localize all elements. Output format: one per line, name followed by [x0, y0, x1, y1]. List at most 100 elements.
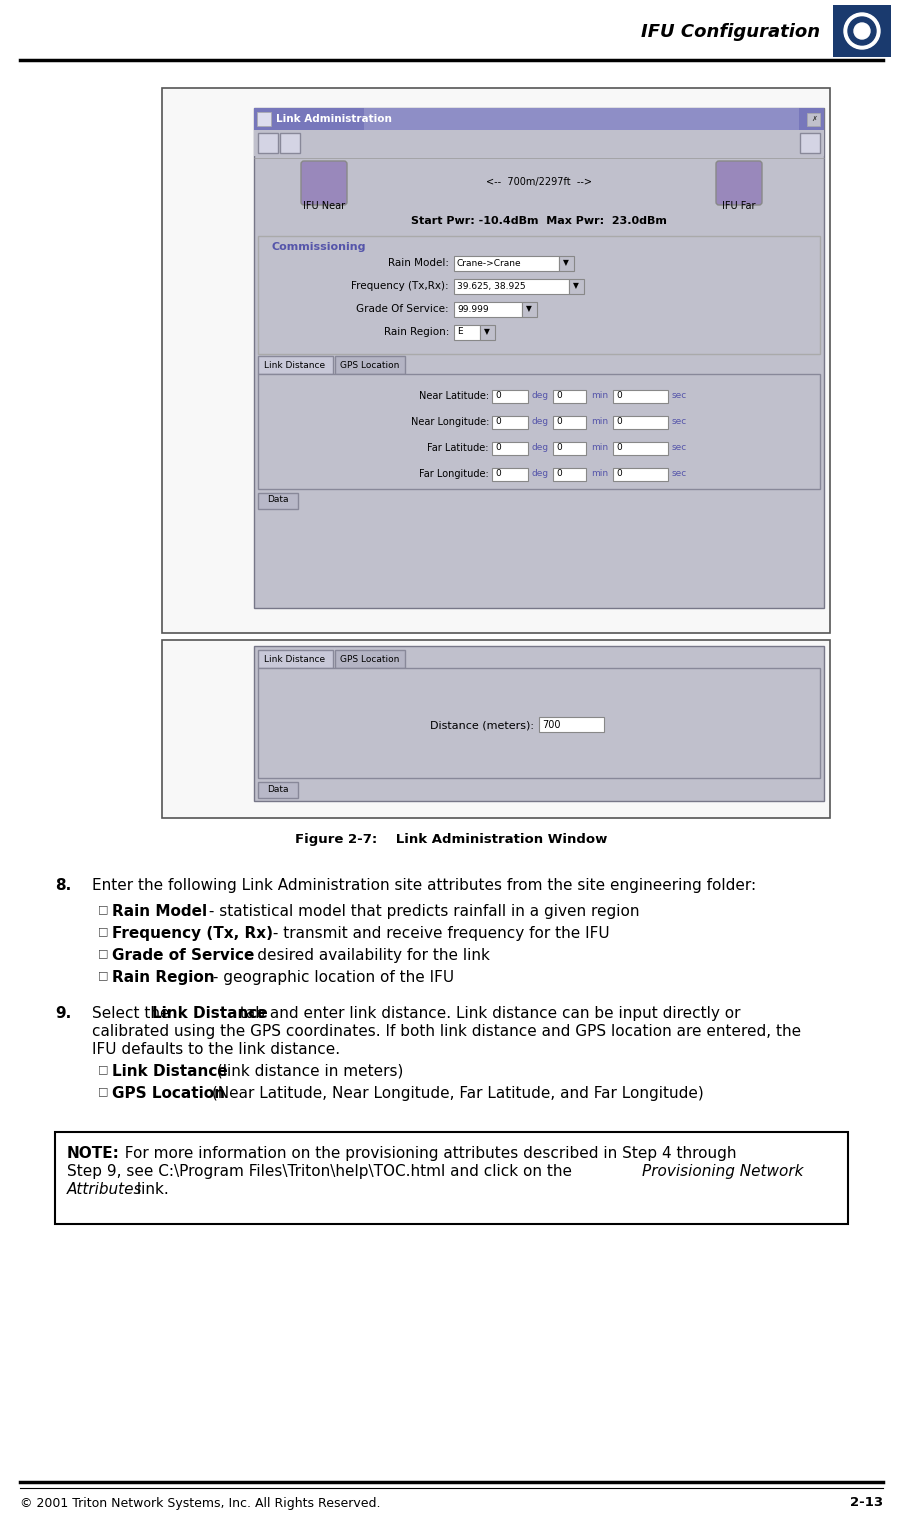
- Text: sec: sec: [671, 444, 686, 452]
- Text: min: min: [590, 417, 607, 426]
- Text: 0: 0: [615, 470, 621, 479]
- FancyBboxPatch shape: [258, 669, 819, 778]
- FancyBboxPatch shape: [454, 324, 480, 340]
- Text: □: □: [98, 926, 108, 935]
- Text: □: □: [98, 1085, 108, 1096]
- FancyBboxPatch shape: [612, 415, 667, 429]
- FancyBboxPatch shape: [538, 717, 603, 732]
- Text: Far Longitude:: Far Longitude:: [419, 468, 489, 479]
- FancyBboxPatch shape: [454, 256, 558, 271]
- FancyBboxPatch shape: [253, 108, 824, 608]
- Text: Grade of Service: Grade of Service: [112, 948, 254, 963]
- FancyBboxPatch shape: [492, 468, 528, 481]
- Text: deg: deg: [531, 444, 548, 452]
- Text: Rain Region:: Rain Region:: [383, 327, 448, 337]
- FancyBboxPatch shape: [454, 279, 568, 294]
- Text: ▼: ▼: [563, 259, 568, 267]
- Text: Figure 2-7:    Link Administration Window: Figure 2-7: Link Administration Window: [294, 834, 606, 846]
- Text: Far Latitude:: Far Latitude:: [427, 443, 489, 453]
- Text: 0: 0: [615, 391, 621, 400]
- FancyBboxPatch shape: [280, 133, 299, 153]
- Text: 700: 700: [541, 720, 560, 731]
- Text: deg: deg: [531, 417, 548, 426]
- FancyBboxPatch shape: [454, 302, 521, 317]
- Text: Commissioning: Commissioning: [272, 243, 366, 252]
- FancyBboxPatch shape: [258, 782, 298, 797]
- Text: - geographic location of the IFU: - geographic location of the IFU: [207, 970, 454, 985]
- FancyBboxPatch shape: [799, 133, 819, 153]
- Text: sec: sec: [671, 417, 686, 426]
- FancyBboxPatch shape: [335, 650, 405, 669]
- FancyBboxPatch shape: [612, 468, 667, 481]
- Text: sec: sec: [671, 470, 686, 479]
- Text: 0: 0: [494, 470, 501, 479]
- FancyBboxPatch shape: [568, 279, 584, 294]
- FancyBboxPatch shape: [300, 161, 346, 205]
- Text: Select the: Select the: [92, 1007, 174, 1020]
- Circle shape: [853, 23, 869, 39]
- Text: ▼: ▼: [483, 327, 490, 337]
- FancyBboxPatch shape: [161, 88, 829, 634]
- Circle shape: [843, 14, 879, 49]
- Text: deg: deg: [531, 391, 548, 400]
- FancyBboxPatch shape: [558, 256, 574, 271]
- FancyBboxPatch shape: [253, 108, 824, 130]
- Text: Near Latitude:: Near Latitude:: [419, 391, 489, 402]
- Text: 0: 0: [556, 470, 561, 479]
- Text: GPS Location: GPS Location: [112, 1085, 225, 1101]
- Text: min: min: [590, 444, 607, 452]
- FancyBboxPatch shape: [335, 356, 405, 374]
- FancyBboxPatch shape: [161, 640, 829, 819]
- FancyBboxPatch shape: [612, 443, 667, 455]
- Text: 8.: 8.: [55, 878, 71, 893]
- FancyBboxPatch shape: [552, 468, 585, 481]
- Text: GPS Location: GPS Location: [340, 361, 400, 370]
- Text: deg: deg: [531, 470, 548, 479]
- FancyBboxPatch shape: [552, 390, 585, 403]
- FancyBboxPatch shape: [715, 161, 761, 205]
- Text: 39.625, 38.925: 39.625, 38.925: [456, 282, 525, 291]
- FancyBboxPatch shape: [258, 493, 298, 509]
- Text: 9.: 9.: [55, 1007, 71, 1020]
- FancyBboxPatch shape: [258, 374, 819, 490]
- Text: sec: sec: [671, 391, 686, 400]
- Text: 0: 0: [494, 391, 501, 400]
- FancyBboxPatch shape: [832, 5, 890, 58]
- Text: E: E: [456, 327, 462, 337]
- Circle shape: [847, 17, 875, 45]
- FancyBboxPatch shape: [492, 415, 528, 429]
- FancyBboxPatch shape: [258, 356, 333, 374]
- Text: Link Distance: Link Distance: [264, 361, 326, 370]
- Text: min: min: [590, 470, 607, 479]
- Text: 99.999: 99.999: [456, 305, 488, 314]
- Text: 0: 0: [615, 417, 621, 426]
- Text: - statistical model that predicts rainfall in a given region: - statistical model that predicts rainfa…: [204, 904, 639, 919]
- Text: Link Distance: Link Distance: [264, 655, 326, 664]
- Text: □: □: [98, 1064, 108, 1073]
- FancyBboxPatch shape: [258, 133, 278, 153]
- Text: ▼: ▼: [573, 282, 578, 291]
- Text: Provisioning Network: Provisioning Network: [641, 1164, 803, 1179]
- Text: IFU defaults to the link distance.: IFU defaults to the link distance.: [92, 1041, 340, 1057]
- Text: For more information on the provisioning attributes described in Step 4 through: For more information on the provisioning…: [115, 1146, 736, 1161]
- Text: IFU Far: IFU Far: [722, 202, 755, 211]
- Text: Frequency (Tx, Rx): Frequency (Tx, Rx): [112, 926, 272, 941]
- Text: ▼: ▼: [526, 305, 531, 314]
- Text: Data: Data: [267, 784, 289, 793]
- Text: Crane->Crane: Crane->Crane: [456, 259, 521, 267]
- Text: Link Distance: Link Distance: [112, 1064, 227, 1079]
- FancyBboxPatch shape: [492, 443, 528, 455]
- Text: Enter the following Link Administration site attributes from the site engineerin: Enter the following Link Administration …: [92, 878, 755, 893]
- FancyBboxPatch shape: [364, 108, 798, 130]
- Text: 0: 0: [556, 391, 561, 400]
- Text: Attributes: Attributes: [67, 1182, 143, 1198]
- Text: Frequency (Tx,Rx):: Frequency (Tx,Rx):: [351, 280, 448, 291]
- Text: min: min: [590, 391, 607, 400]
- Text: Rain Model: Rain Model: [112, 904, 207, 919]
- Text: IFU Near: IFU Near: [302, 202, 345, 211]
- Text: □: □: [98, 948, 108, 958]
- Text: GPS Location: GPS Location: [340, 655, 400, 664]
- Text: Rain Model:: Rain Model:: [388, 258, 448, 268]
- Text: (Near Latitude, Near Longitude, Far Latitude, and Far Longitude): (Near Latitude, Near Longitude, Far Lati…: [207, 1085, 703, 1101]
- Text: 0: 0: [556, 444, 561, 452]
